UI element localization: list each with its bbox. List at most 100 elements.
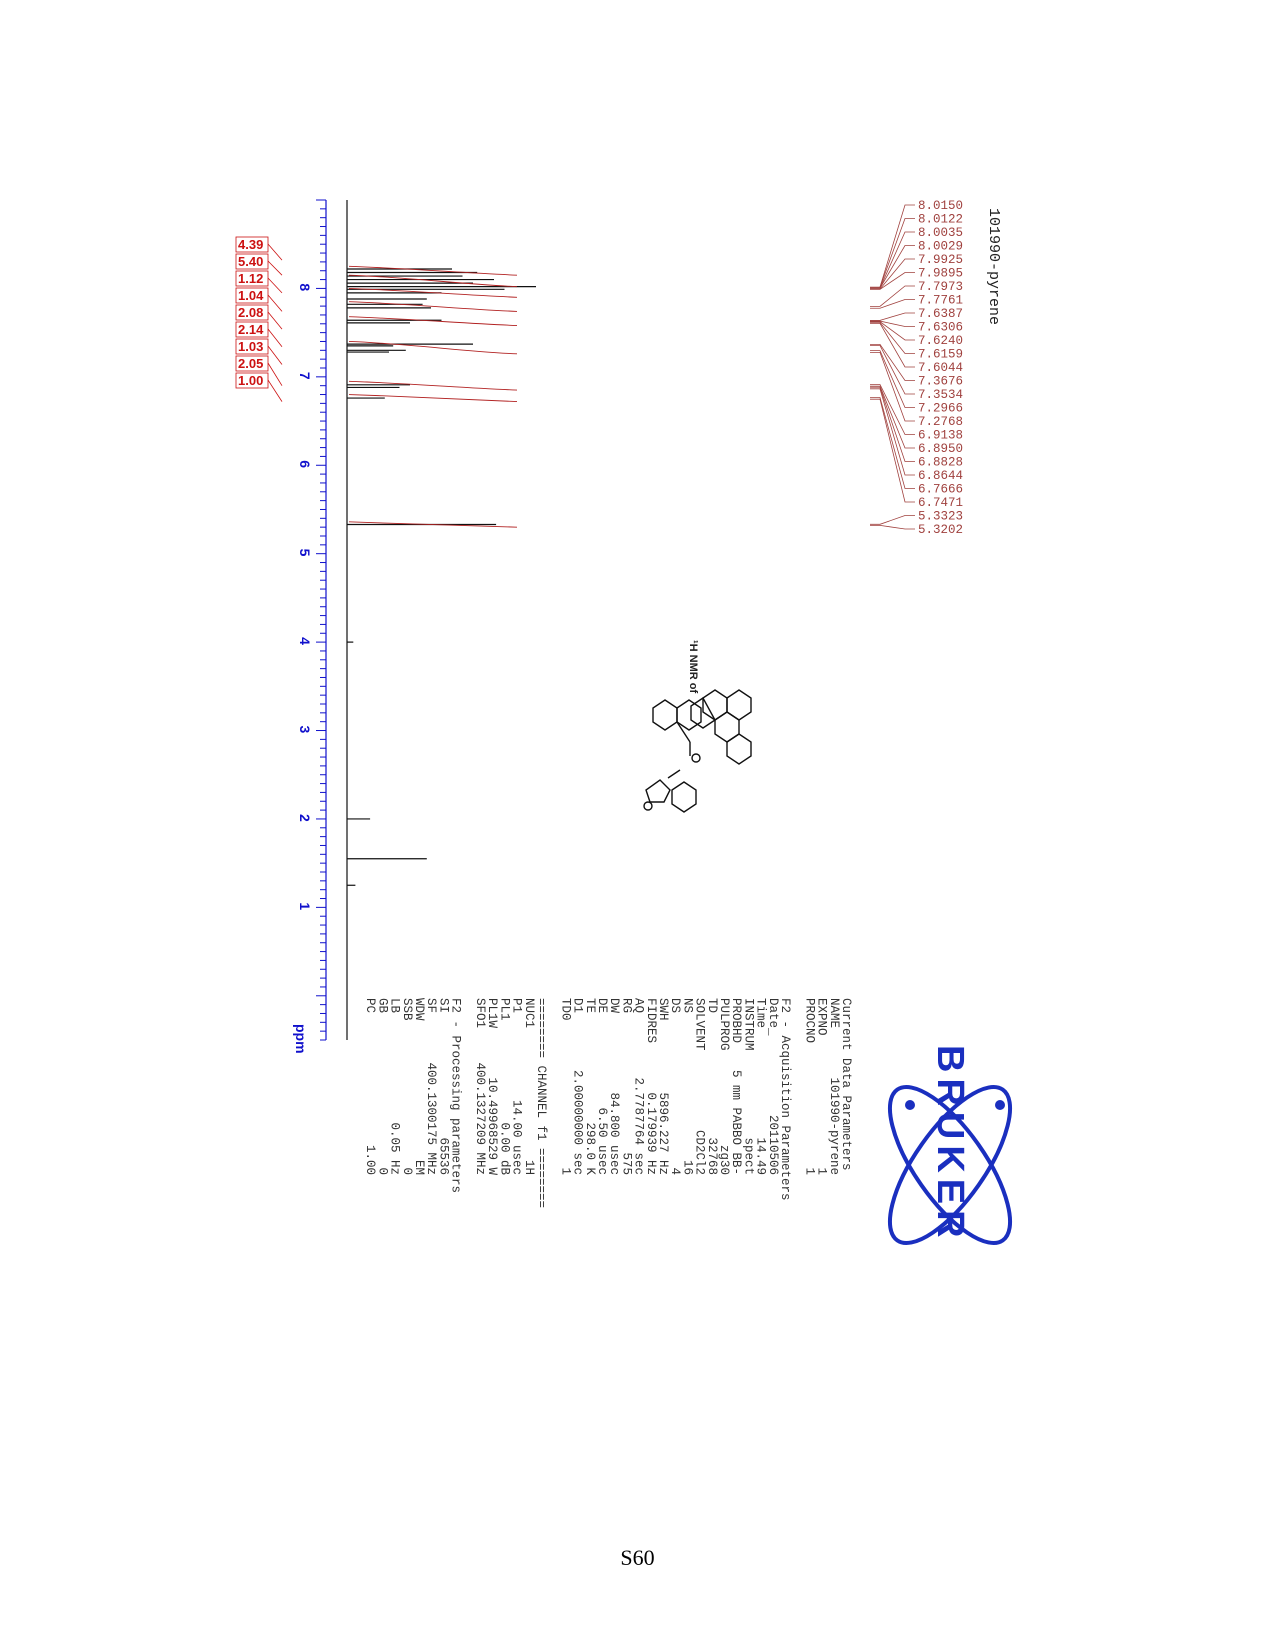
param-key: WDW (412, 998, 426, 1021)
integral-value: 5.40 (238, 254, 263, 269)
param-key: SOLVENT (693, 998, 707, 1051)
ppm-tick-label: 1 (297, 902, 313, 910)
param-value: EM (412, 1160, 426, 1175)
peak-label-leader (870, 515, 915, 525)
param-value: 5896.227 Hz (656, 1092, 670, 1175)
peak-label: 7.2768 (918, 415, 963, 429)
param-value: 400.1300175 MHz (424, 1062, 438, 1175)
param-value: 1H (522, 1160, 536, 1175)
param-value: 0.179939 Hz (644, 1092, 658, 1175)
peak-label-leader (870, 321, 915, 354)
integral-value: 2.05 (238, 356, 263, 371)
param-key: SI (436, 998, 450, 1013)
integral-leader (267, 311, 283, 330)
integral-curve (348, 394, 518, 403)
integral-leader (267, 362, 283, 386)
integral-leader (267, 243, 283, 261)
integral-curve (348, 274, 518, 288)
integral-curve (348, 316, 518, 327)
param-header: F2 - Processing parameters (449, 998, 463, 1193)
param-key: PC (363, 998, 377, 1013)
param-key: FIDRES (644, 998, 658, 1043)
peak-label-leader (870, 231, 915, 289)
ppm-tick-label: 5 (297, 549, 313, 557)
param-key: SWH (656, 998, 670, 1021)
peak-label: 7.2966 (918, 402, 963, 416)
peak-label: 7.6240 (918, 334, 963, 348)
ppm-tick-label: 4 (297, 637, 313, 645)
param-value: 14.00 usec (510, 1100, 524, 1175)
integral-leader (267, 277, 283, 294)
param-value: 84.800 usec (607, 1092, 621, 1175)
param-value: 20110506 (766, 1115, 780, 1175)
param-key: Date_ (766, 998, 780, 1036)
param-value: 0.05 Hz (388, 1122, 402, 1175)
param-value: 6.50 usec (595, 1107, 609, 1175)
param-key: PL1 (497, 998, 511, 1021)
ppm-tick-label: 6 (297, 460, 313, 468)
param-value: zg30 (717, 1145, 731, 1175)
param-value: 1.00 (363, 1145, 377, 1175)
param-value: 298.0 K (583, 1122, 597, 1175)
peak-labels: 8.01508.01228.00358.00297.99257.98957.79… (870, 199, 963, 537)
param-key: AQ (632, 998, 646, 1013)
peak-label: 5.3323 (918, 510, 963, 524)
param-value: 2.7787764 sec (632, 1077, 646, 1175)
peak-label: 7.9895 (918, 267, 963, 281)
peak-label-leader (870, 285, 915, 307)
ppm-axis-labels: 8 7 6 5 4 3 2 1 (297, 283, 313, 910)
param-key: NAME (827, 998, 841, 1028)
param-key: PROCNO (802, 998, 816, 1043)
structure-caption: ¹H NMR of (687, 640, 699, 693)
param-value: 0.00 dB (497, 1122, 511, 1175)
param-value: 65536 (436, 1137, 450, 1175)
integral-curves (348, 265, 518, 528)
peak-label: 7.6159 (918, 348, 963, 362)
peak-label: 6.8828 (918, 456, 963, 470)
peak-label: 7.9925 (918, 253, 963, 267)
integral-value: 2.14 (238, 322, 264, 337)
param-key: DE (595, 998, 609, 1013)
peak-label-leader (870, 524, 915, 530)
ppm-tick-label: 3 (297, 726, 313, 734)
ppm-axis-title: ppm (293, 1024, 309, 1054)
peak-label-leader (870, 218, 915, 288)
chemical-structure (643, 689, 752, 813)
peak-label: 7.3676 (918, 375, 963, 389)
peak-label-leader (870, 204, 915, 288)
peak-label-leader (870, 397, 915, 489)
peak-label-leader (870, 384, 915, 435)
integral-leader (267, 294, 283, 312)
peak-label: 6.8950 (918, 442, 963, 456)
peak-label: 6.7471 (918, 496, 963, 510)
svg-text:BRUKER: BRUKER (929, 1045, 971, 1244)
param-key: NS (680, 998, 694, 1013)
integral-value: 4.39 (238, 237, 263, 252)
param-value: 4 (668, 1167, 682, 1175)
param-header: ======== CHANNEL f1 ======== (534, 998, 548, 1208)
peak-label-leader (870, 321, 915, 341)
param-key: TD (705, 998, 719, 1013)
peak-label: 8.0035 (918, 226, 963, 240)
param-value: spect (741, 1137, 755, 1175)
peak-label-leader (870, 272, 915, 290)
param-key: DW (607, 998, 621, 1014)
param-key: P1 (510, 998, 524, 1013)
param-value: 575 (619, 1152, 633, 1175)
integral-value: 1.12 (238, 271, 263, 286)
integral-curve (348, 301, 518, 312)
param-value: 14.49 (754, 1137, 768, 1175)
peak-label-leader (870, 385, 915, 449)
integral-value: 1.00 (238, 373, 263, 388)
peak-label-leader (870, 351, 915, 422)
param-value: 1 (558, 1167, 572, 1175)
param-key: INSTRUM (741, 998, 755, 1051)
param-value: 101990-pyrene (827, 1077, 841, 1175)
param-value: 0 (400, 1167, 414, 1175)
peak-label: 6.7666 (918, 483, 963, 497)
param-key: PROBHD (729, 998, 743, 1043)
spectrum-peaks (346, 200, 536, 1040)
param-key: DS (668, 998, 682, 1013)
param-value: 32768 (705, 1137, 719, 1175)
